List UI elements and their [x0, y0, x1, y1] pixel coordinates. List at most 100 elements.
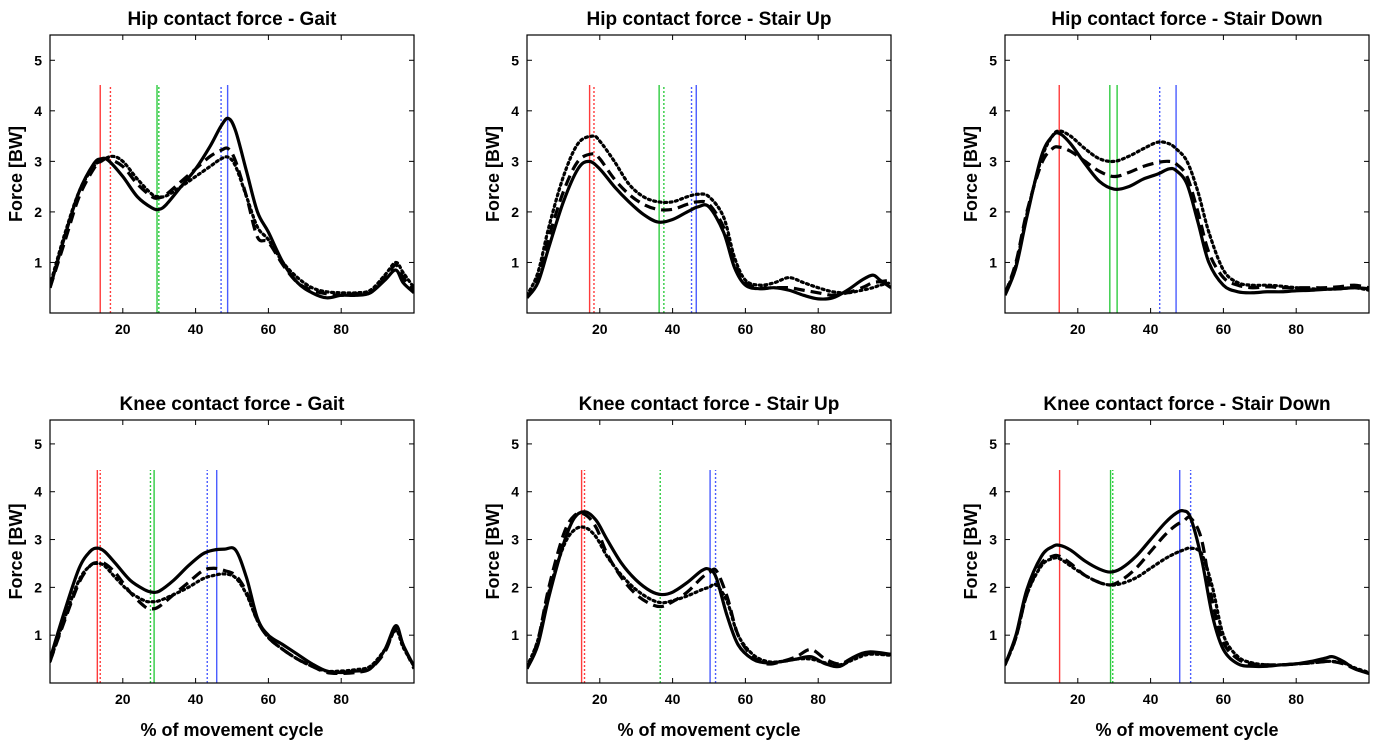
series-line-dotted	[50, 154, 414, 295]
subplot-hip-gait: Hip contact force - Gait Force [BW] 20 40…	[6, 9, 415, 337]
y-tick-label: 2	[989, 204, 997, 220]
y-tick-label: 5	[34, 436, 42, 452]
series-line-solid	[50, 116, 414, 300]
series-line-dashed	[50, 560, 414, 676]
series-line-dotted	[50, 561, 414, 674]
subplot-title: Knee contact force - Gait	[120, 394, 346, 415]
y-axis-label: Force [BW]	[483, 126, 503, 222]
axes-frame	[526, 419, 892, 684]
y-tick-label: 2	[511, 579, 519, 595]
series-line-dashed	[50, 146, 414, 297]
y-axis-label: Force [BW]	[961, 126, 981, 222]
subplot-hip-stair-up: Hip contact force - Stair Up Force [BW] …	[483, 9, 892, 337]
subplot-knee-stair-down: Knee contact force - Stair Down Force [B…	[961, 394, 1370, 740]
y-tick-label: 4	[989, 103, 997, 119]
series-line-solid	[527, 159, 891, 301]
x-tick-label: 20	[1070, 321, 1086, 337]
x-tick-label: 40	[188, 691, 204, 707]
y-tick-label: 5	[511, 436, 519, 452]
y-tick-label: 1	[989, 254, 997, 270]
y-tick-label: 3	[989, 532, 997, 548]
y-tick-label: 4	[34, 484, 42, 500]
plot-area	[1005, 85, 1369, 313]
y-tick-label: 3	[34, 153, 42, 169]
x-tick-label: 40	[665, 691, 681, 707]
x-tick-label: 40	[1143, 691, 1159, 707]
series-line-dotted	[1005, 546, 1369, 675]
y-axis-label: Force [BW]	[6, 126, 26, 222]
series-line-solid	[527, 510, 891, 670]
series-line-dashed	[527, 511, 891, 670]
axes-frame	[526, 34, 892, 314]
series-line-dashed	[527, 152, 891, 299]
x-tick-label: 20	[115, 691, 131, 707]
subplot-title: Knee contact force - Stair Down	[1043, 394, 1330, 415]
x-tick-label: 40	[1143, 321, 1159, 337]
y-tick-label: 1	[34, 254, 42, 270]
y-tick-label: 5	[511, 52, 519, 68]
series-line-dotted	[527, 525, 891, 668]
x-tick-label: 60	[1216, 691, 1232, 707]
x-tick-label: 60	[738, 321, 754, 337]
x-tick-label: 80	[810, 321, 826, 337]
y-tick-label: 3	[989, 153, 997, 169]
y-tick-label: 4	[989, 484, 997, 500]
y-tick-label: 4	[511, 484, 519, 500]
y-tick-label: 2	[34, 579, 42, 595]
plot-area	[50, 85, 414, 313]
y-tick-label: 5	[34, 52, 42, 68]
series-line-dashed	[1005, 145, 1369, 295]
y-axis-label: Force [BW]	[961, 504, 981, 600]
y-tick-label: 2	[34, 204, 42, 220]
x-axis-label: % of movement cycle	[1095, 720, 1278, 740]
y-tick-label: 2	[511, 204, 519, 220]
x-tick-label: 20	[1070, 691, 1086, 707]
y-tick-label: 2	[989, 579, 997, 595]
plot-area	[527, 85, 891, 313]
y-tick-label: 1	[511, 627, 519, 643]
x-tick-label: 40	[188, 321, 204, 337]
plot-area	[50, 470, 414, 683]
x-tick-label: 20	[115, 321, 131, 337]
y-tick-label: 5	[989, 52, 997, 68]
axes-frame	[1004, 419, 1370, 684]
x-axis-label: % of movement cycle	[140, 720, 323, 740]
subplot-title: Hip contact force - Stair Down	[1051, 9, 1322, 30]
y-tick-label: 3	[34, 532, 42, 548]
series-line-dotted	[1005, 129, 1369, 296]
x-tick-label: 20	[592, 691, 608, 707]
x-tick-label: 80	[333, 691, 349, 707]
y-tick-label: 5	[989, 436, 997, 452]
x-tick-label: 60	[261, 321, 277, 337]
axes-frame	[49, 34, 415, 314]
series-line-dashed	[1005, 515, 1369, 675]
series-line-dotted	[527, 134, 891, 297]
x-tick-label: 60	[738, 691, 754, 707]
series-line-solid	[50, 546, 414, 675]
subplot-title: Knee contact force - Stair Up	[579, 394, 840, 415]
axes-frame	[1004, 34, 1370, 314]
x-tick-label: 60	[1216, 321, 1232, 337]
subplot-knee-gait: Knee contact force - Gait Force [BW] % o…	[6, 394, 415, 740]
x-tick-label: 40	[665, 321, 681, 337]
y-tick-label: 1	[989, 627, 997, 643]
x-tick-label: 80	[333, 321, 349, 337]
x-tick-label: 20	[592, 321, 608, 337]
subplot-hip-stair-down: Hip contact force - Stair Down Force [BW…	[961, 9, 1370, 337]
y-tick-label: 4	[34, 103, 42, 119]
x-tick-label: 60	[261, 691, 277, 707]
subplot-title: Hip contact force - Stair Up	[587, 9, 832, 30]
y-tick-label: 1	[511, 254, 519, 270]
axes-frame	[49, 419, 415, 684]
plot-area	[1005, 470, 1369, 683]
x-axis-label: % of movement cycle	[617, 720, 800, 740]
y-tick-label: 4	[511, 103, 519, 119]
y-tick-label: 3	[511, 153, 519, 169]
y-axis-label: Force [BW]	[483, 504, 503, 600]
x-tick-label: 80	[1288, 321, 1304, 337]
subplot-knee-stair-up: Knee contact force - Stair Up Force [BW]…	[483, 394, 892, 740]
plot-area	[527, 470, 891, 683]
y-axis-label: Force [BW]	[6, 504, 26, 600]
subplot-title: Hip contact force - Gait	[127, 9, 337, 30]
